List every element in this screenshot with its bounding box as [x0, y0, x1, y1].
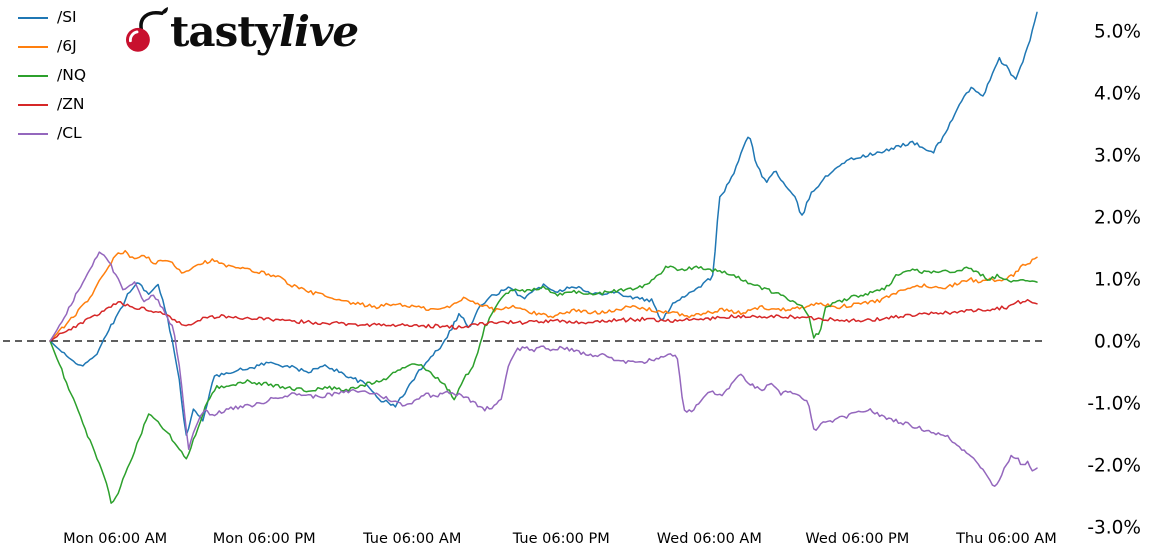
x-tick-label: Wed 06:00 PM — [805, 531, 909, 547]
legend-item-cl: /CL — [18, 124, 86, 144]
legend: /SI /6J /NQ /ZN /CL — [18, 8, 86, 144]
series-line-cl — [49, 251, 1038, 487]
y-tick-label: 5.0% — [1094, 22, 1141, 43]
y-tick-label: 0.0% — [1094, 332, 1141, 353]
x-tick-label: Mon 06:00 AM — [63, 531, 167, 547]
y-tick-label: 3.0% — [1094, 146, 1141, 167]
y-tick-label: -2.0% — [1087, 456, 1141, 477]
series-line-zn — [49, 298, 1038, 342]
legend-label-cl: /CL — [57, 124, 82, 143]
logo-wordmark: tastylive — [170, 4, 359, 60]
x-tick-label: Thu 06:00 AM — [955, 531, 1057, 547]
legend-line-swatch-zn — [18, 104, 48, 106]
legend-line-swatch-nq — [18, 75, 48, 77]
x-tick-label: Tue 06:00 PM — [512, 531, 610, 547]
logo: tastylive — [122, 4, 359, 60]
logo-text-tasty: tasty — [170, 7, 280, 56]
legend-item-6j: /6J — [18, 37, 86, 57]
legend-item-zn: /ZN — [18, 95, 86, 115]
x-tick-label: Tue 06:00 AM — [362, 531, 461, 547]
y-tick-label: -3.0% — [1087, 518, 1141, 539]
series-line-6j — [49, 249, 1038, 342]
series-line-nq — [49, 265, 1038, 504]
legend-line-swatch-6j — [18, 46, 48, 48]
series-line-si — [49, 11, 1038, 436]
x-tick-label: Mon 06:00 PM — [213, 531, 316, 547]
y-tick-label: -1.0% — [1087, 394, 1141, 415]
legend-line-swatch-si — [18, 17, 48, 19]
legend-label-6j: /6J — [57, 37, 77, 56]
legend-label-si: /SI — [57, 8, 77, 27]
legend-item-si: /SI — [18, 8, 86, 28]
y-tick-label: 1.0% — [1094, 270, 1141, 291]
legend-item-nq: /NQ — [18, 66, 86, 86]
y-tick-label: 4.0% — [1094, 84, 1141, 105]
legend-label-zn: /ZN — [57, 95, 85, 114]
legend-line-swatch-cl — [18, 133, 48, 135]
legend-label-nq: /NQ — [57, 66, 87, 85]
y-tick-label: 2.0% — [1094, 208, 1141, 229]
x-tick-label: Wed 06:00 AM — [657, 531, 762, 547]
cherry-icon — [125, 7, 168, 52]
logo-text-live: live — [279, 7, 359, 56]
